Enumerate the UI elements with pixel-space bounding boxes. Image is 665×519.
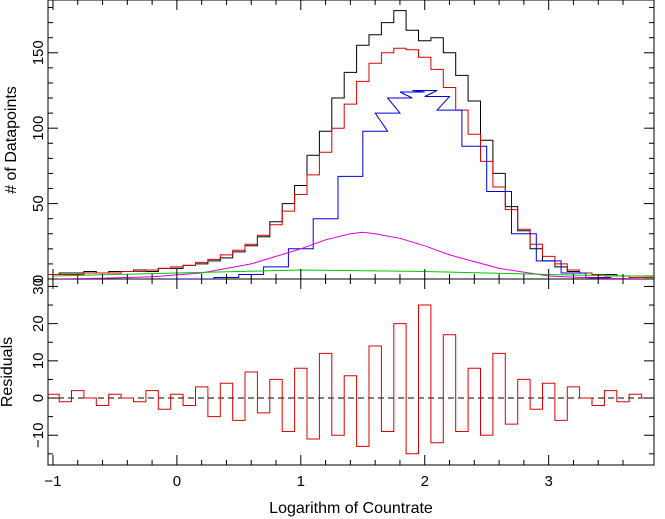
top-plot-area — [48, 10, 654, 279]
series-data-histogram — [48, 10, 654, 277]
bottom-y-tick-label: 30 — [30, 278, 47, 295]
x-axis-title: Logarithm of Countrate — [269, 500, 433, 517]
series-component-2 — [52, 231, 648, 279]
bottom-y-axis-title: Residuals — [0, 337, 16, 407]
x-tick-label: 3 — [544, 473, 552, 490]
top-y-tick-label: 0 — [30, 275, 47, 283]
bottom-panel-frame — [47, 278, 655, 466]
x-tick-label: 0 — [173, 473, 181, 490]
top-panel-frame — [47, 0, 655, 280]
top-y-tick-label: 100 — [30, 116, 47, 141]
bottom-y-tick-label: 0 — [30, 394, 47, 402]
bottom-plot-area — [48, 304, 654, 455]
series-residuals — [48, 304, 654, 455]
top-y-tick-label: 50 — [30, 195, 47, 212]
top-y-tick-label: 150 — [30, 40, 47, 65]
bottom-y-tick-label: 20 — [30, 315, 47, 332]
top-y-axis-title: # of Datapoints — [3, 86, 20, 194]
series-component-3 — [52, 269, 654, 277]
x-tick-label: −1 — [44, 473, 61, 490]
series-total-model — [48, 47, 654, 278]
bottom-y-tick-label: 10 — [30, 352, 47, 369]
x-tick-label: 1 — [297, 473, 305, 490]
bottom-y-tick-label: −10 — [30, 423, 47, 448]
series-component-1 — [164, 90, 654, 279]
x-tick-label: 2 — [421, 473, 429, 490]
